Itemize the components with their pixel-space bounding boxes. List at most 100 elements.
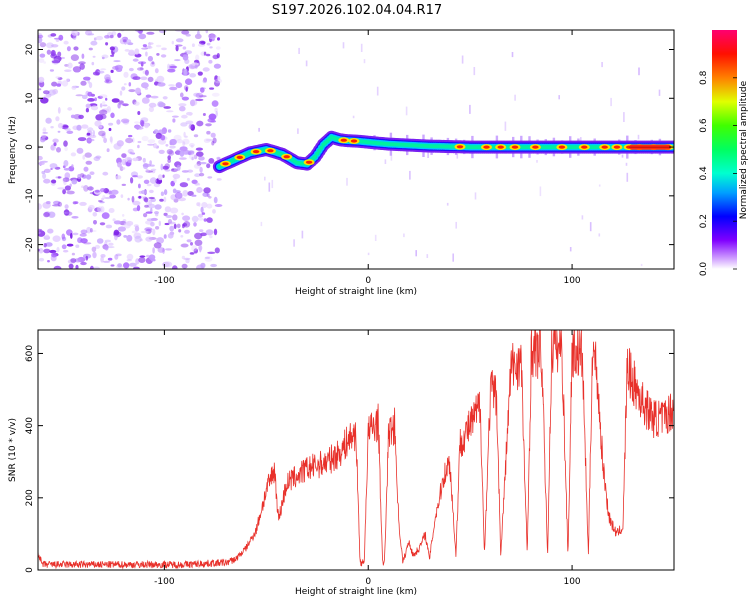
noise-speckle (39, 42, 47, 48)
trace-peak (305, 160, 313, 164)
noise-speckle (209, 87, 215, 90)
noise-speckle (152, 142, 158, 149)
noise-speckle (196, 187, 203, 193)
noise-speckle (201, 212, 206, 215)
noise-speckle (134, 225, 140, 232)
noise-speckle (172, 173, 181, 179)
snr-x-tick-label: 0 (365, 577, 371, 587)
noise-speckle (92, 55, 96, 58)
noise-speckle (124, 49, 130, 52)
noise-speckle (179, 157, 187, 160)
noise-speckle (146, 183, 152, 187)
trace-peak (340, 138, 347, 142)
faint-streak (264, 176, 266, 181)
heatmap-y-tick-label: 10 (25, 92, 35, 104)
noise-speckle (175, 82, 183, 89)
noise-speckle (108, 122, 114, 126)
noise-speckle (83, 166, 89, 172)
noise-speckle (121, 153, 127, 159)
noise-speckle (152, 228, 156, 236)
noise-speckle (91, 61, 95, 66)
noise-speckle (80, 261, 87, 266)
noise-speckle (205, 138, 213, 142)
noise-speckle (75, 94, 84, 97)
noise-speckle (165, 144, 169, 147)
faint-streak (293, 239, 295, 247)
noise-speckle (87, 33, 95, 36)
noise-speckle (72, 232, 79, 236)
noise-speckle (198, 43, 205, 47)
heatmap-x-tick-label: 100 (563, 276, 580, 286)
noise-speckle (175, 150, 182, 155)
noise-speckle (137, 67, 144, 71)
noise-speckle (122, 167, 126, 170)
noise-speckle (110, 264, 115, 267)
noise-speckle (155, 226, 160, 230)
trace-peak (497, 145, 504, 149)
noise-speckle (113, 60, 121, 63)
noise-speckle (92, 251, 97, 259)
noise-speckle (114, 234, 118, 241)
noise-speckle (197, 71, 203, 76)
noise-speckle (64, 146, 68, 152)
noise-speckle (128, 49, 135, 55)
snr-x-label: Height of straight line (km) (295, 587, 417, 597)
snr-x-tick-label: -100 (154, 577, 175, 587)
noise-speckle (145, 220, 154, 225)
noise-speckle (77, 173, 82, 180)
noise-speckle (62, 249, 69, 253)
faint-streak (474, 192, 477, 200)
noise-speckle (51, 179, 57, 184)
noise-speckle (123, 83, 127, 86)
noise-speckle (137, 111, 141, 115)
noise-speckle (210, 132, 216, 138)
noise-speckle (182, 141, 186, 147)
noise-speckle (214, 75, 219, 82)
noise-speckle (179, 182, 189, 188)
noise-speckle (51, 60, 61, 64)
noise-speckle (174, 192, 183, 199)
noise-speckle (38, 36, 43, 44)
noise-speckle (145, 169, 149, 173)
noise-speckle (43, 61, 47, 64)
noise-speckle (108, 242, 114, 246)
noise-speckle (47, 260, 50, 263)
noise-speckle (196, 264, 204, 269)
colorbar-label: Normalized spectral amplitude (739, 80, 749, 219)
noise-speckle (110, 54, 115, 57)
noise-speckle (115, 175, 122, 180)
noise-speckle (122, 214, 125, 217)
noise-speckle (46, 42, 54, 49)
noise-speckle (43, 243, 47, 248)
noise-speckle (141, 47, 149, 50)
noise-speckle (217, 76, 221, 81)
noise-speckle (65, 211, 73, 216)
noise-speckle (186, 239, 192, 243)
noise-speckle (55, 38, 60, 42)
noise-speckle (64, 204, 69, 209)
noise-speckle (49, 69, 55, 72)
noise-speckle (198, 156, 205, 161)
noise-speckle (199, 166, 203, 173)
snr-y-tick-label: 600 (25, 345, 35, 362)
colorbar-tick-label: 0.0 (699, 262, 709, 277)
noise-speckle (100, 109, 105, 115)
noise-speckle (92, 212, 98, 217)
noise-speckle (153, 129, 159, 135)
noise-speckle (190, 99, 196, 107)
noise-speckle (214, 247, 220, 254)
noise-speckle (109, 194, 116, 199)
noise-speckle (211, 140, 215, 146)
noise-speckle (50, 144, 55, 151)
faint-streak (374, 234, 377, 241)
noise-speckle (154, 68, 159, 74)
heatmap-noise-region (38, 30, 661, 269)
noise-speckle (193, 92, 200, 97)
noise-speckle (137, 61, 147, 65)
faint-streak (446, 202, 449, 206)
noise-speckle (131, 195, 135, 203)
noise-speckle (110, 112, 115, 119)
faint-streak (415, 250, 417, 257)
noise-speckle (147, 143, 155, 146)
noise-speckle (181, 212, 184, 216)
